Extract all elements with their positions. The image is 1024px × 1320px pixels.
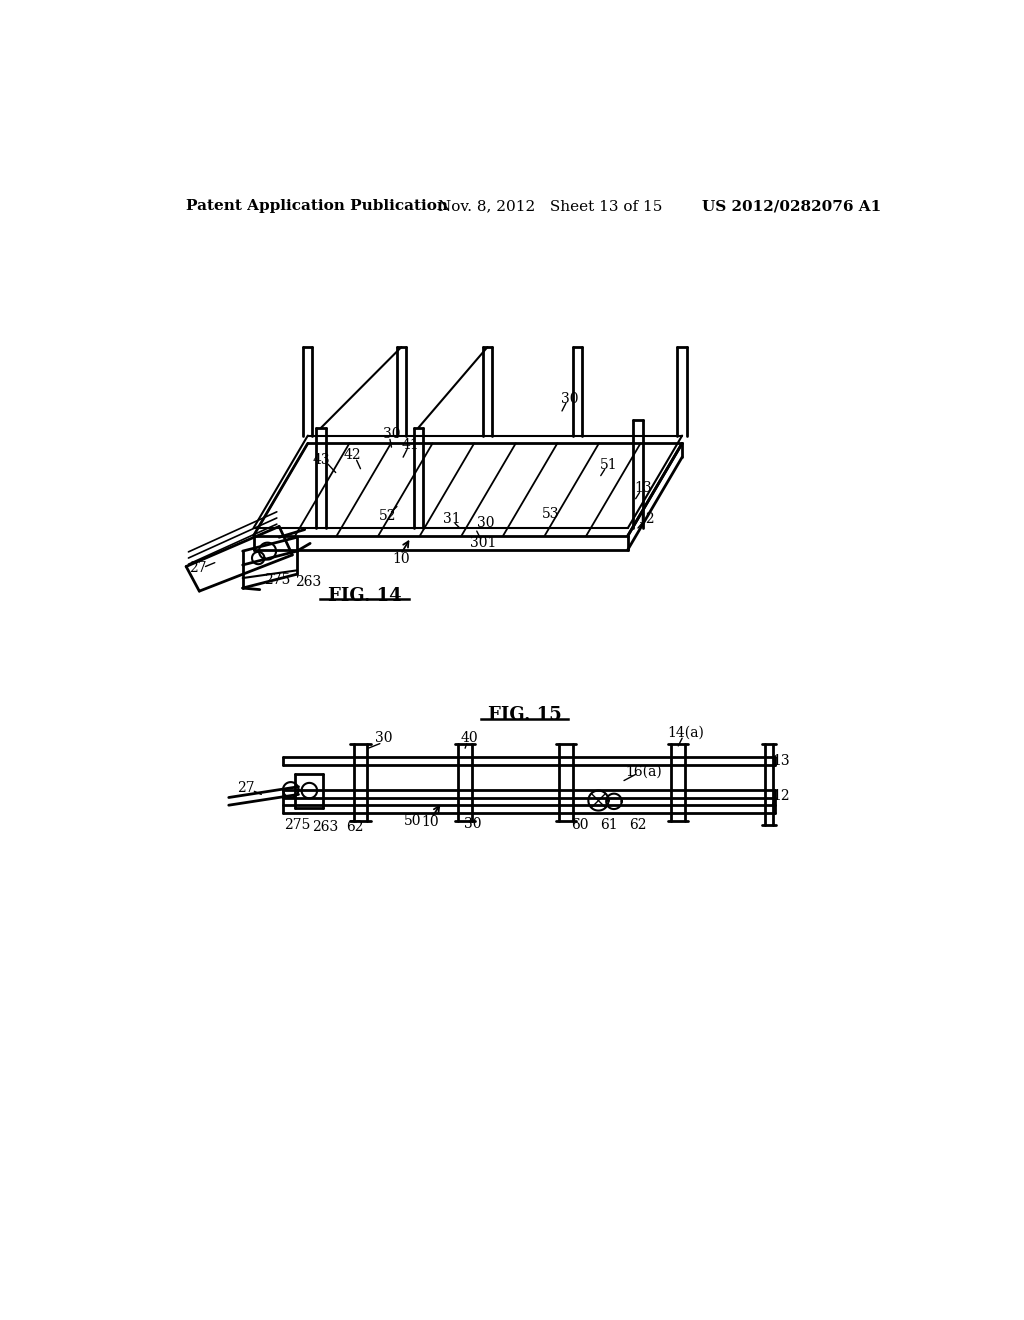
Text: 30: 30 xyxy=(383,428,400,441)
Text: 62: 62 xyxy=(346,820,364,834)
Text: 12: 12 xyxy=(637,512,654,525)
Text: 30: 30 xyxy=(375,731,392,746)
Text: 10: 10 xyxy=(422,816,439,829)
Text: 27: 27 xyxy=(189,561,207,576)
Text: 13: 13 xyxy=(635,480,652,495)
Text: 31: 31 xyxy=(443,512,461,525)
Text: 10: 10 xyxy=(392,552,410,566)
Text: FIG. 14: FIG. 14 xyxy=(328,587,401,605)
Text: 27: 27 xyxy=(237,781,255,795)
Text: 13: 13 xyxy=(772,754,791,768)
Text: 14(a): 14(a) xyxy=(668,726,705,739)
Text: FIG. 15: FIG. 15 xyxy=(487,706,562,725)
Text: 62: 62 xyxy=(629,818,647,832)
Text: 263: 263 xyxy=(295,576,321,589)
Text: 16(a): 16(a) xyxy=(626,764,663,779)
Text: 42: 42 xyxy=(344,447,361,462)
Text: 52: 52 xyxy=(379,508,396,523)
Text: US 2012/0282076 A1: US 2012/0282076 A1 xyxy=(701,199,881,213)
Text: 60: 60 xyxy=(571,818,589,832)
Text: 263: 263 xyxy=(312,820,339,834)
Text: 30: 30 xyxy=(464,817,481,830)
Text: Nov. 8, 2012   Sheet 13 of 15: Nov. 8, 2012 Sheet 13 of 15 xyxy=(438,199,663,213)
Text: 301: 301 xyxy=(470,536,497,550)
Text: 51: 51 xyxy=(600,458,617,471)
Text: 53: 53 xyxy=(542,507,559,521)
Text: 43: 43 xyxy=(313,453,331,467)
Text: Patent Application Publication: Patent Application Publication xyxy=(186,199,449,213)
Text: 275: 275 xyxy=(263,573,290,587)
Text: 41: 41 xyxy=(402,438,420,451)
Text: 30: 30 xyxy=(561,392,579,405)
Text: 30: 30 xyxy=(477,516,495,531)
Text: 275: 275 xyxy=(284,818,310,832)
Text: 50: 50 xyxy=(403,813,421,828)
Text: 40: 40 xyxy=(460,731,478,746)
Text: 61: 61 xyxy=(600,818,617,832)
Text: 12: 12 xyxy=(772,789,791,803)
